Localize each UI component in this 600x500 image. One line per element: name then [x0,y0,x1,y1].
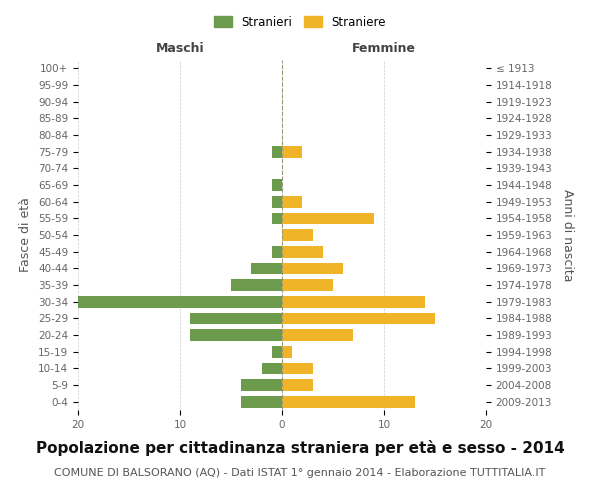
Legend: Stranieri, Straniere: Stranieri, Straniere [209,11,391,34]
Bar [282,396,415,407]
Bar [272,246,282,258]
Bar [190,329,282,341]
Bar [282,346,292,358]
Bar [241,396,282,407]
Bar [231,279,282,291]
Bar [272,212,282,224]
Bar [282,262,343,274]
Text: Maschi: Maschi [155,42,205,55]
Bar [282,279,333,291]
Bar [78,296,282,308]
Bar [282,329,353,341]
Text: Popolazione per cittadinanza straniera per età e sesso - 2014: Popolazione per cittadinanza straniera p… [35,440,565,456]
Bar [272,196,282,207]
Bar [190,312,282,324]
Bar [251,262,282,274]
Bar [282,296,425,308]
Bar [282,146,302,158]
Bar [282,362,313,374]
Bar [272,346,282,358]
Bar [282,246,323,258]
Y-axis label: Anni di nascita: Anni di nascita [561,188,574,281]
Text: COMUNE DI BALSORANO (AQ) - Dati ISTAT 1° gennaio 2014 - Elaborazione TUTTITALIA.: COMUNE DI BALSORANO (AQ) - Dati ISTAT 1°… [55,468,545,477]
Bar [282,312,435,324]
Text: Femmine: Femmine [352,42,416,55]
Bar [241,379,282,391]
Bar [282,379,313,391]
Y-axis label: Fasce di età: Fasce di età [19,198,32,272]
Bar [272,179,282,191]
Bar [272,146,282,158]
Bar [282,212,374,224]
Bar [262,362,282,374]
Bar [282,196,302,207]
Bar [282,229,313,241]
